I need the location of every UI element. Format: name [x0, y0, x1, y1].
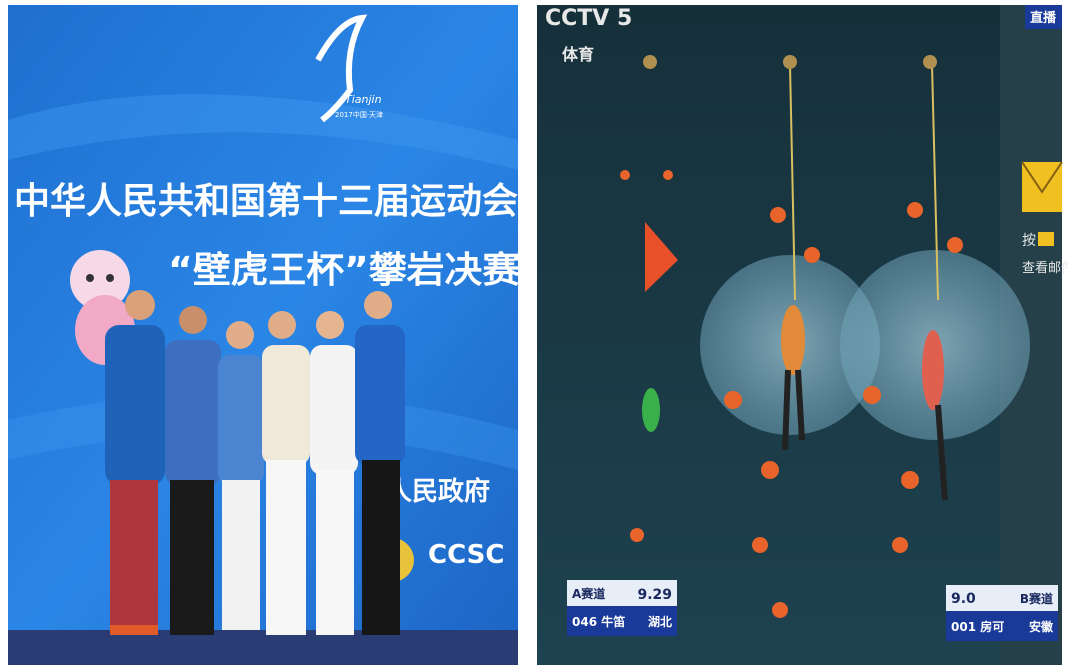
hold	[642, 388, 660, 432]
logo-year: 2017中国·天津	[335, 110, 383, 119]
mail-icon-flap	[1021, 161, 1063, 194]
brand-logo: CCSC	[428, 540, 504, 570]
scoreboard-a: A赛道 9.29 046 牛笛 湖北	[567, 580, 677, 636]
banner-title: 中华人民共和国第十三届运动会	[14, 181, 518, 222]
lane-label: A赛道	[572, 586, 605, 601]
athlete-label: 046 牛笛	[572, 614, 625, 629]
mail-hint: 查看邮件	[1022, 260, 1068, 276]
holds	[620, 170, 963, 618]
stage-floor	[8, 630, 518, 665]
time-label: 9.0	[951, 591, 976, 607]
hold	[645, 222, 678, 292]
mail-key: 按	[1022, 233, 1036, 249]
person	[105, 290, 165, 635]
left-photo: Tianjin 2017中国·天津 中华人民共和国第十三届运动会 “壁虎王杯”攀…	[8, 5, 521, 665]
person	[218, 321, 264, 630]
live-label: 直播	[1030, 10, 1057, 26]
time-label: 9.29	[637, 587, 672, 603]
person	[310, 311, 358, 635]
athlete-label: 001 房可	[951, 619, 1004, 634]
score-row	[946, 585, 1058, 611]
person	[262, 311, 310, 635]
score-row	[567, 580, 677, 606]
anchor	[783, 55, 797, 69]
anchor	[643, 55, 657, 69]
banner-subtitle: “壁虎王杯”攀岩决赛	[168, 250, 521, 291]
live-badge	[1025, 5, 1062, 29]
scoreboard-b: 9.0 B赛道 001 房可 安徽	[946, 585, 1058, 641]
channel-sub: 体育	[562, 45, 594, 64]
person	[165, 306, 221, 635]
climber	[922, 330, 948, 501]
province-label: 湖北	[648, 614, 672, 629]
climber	[781, 305, 805, 451]
people	[105, 290, 405, 635]
logo-text: Tianjin	[345, 93, 382, 106]
lane-label: B赛道	[1020, 591, 1053, 606]
person	[355, 291, 405, 635]
games-logo	[315, 14, 368, 123]
rope	[931, 64, 939, 301]
key-icon	[1038, 232, 1054, 246]
anchor	[923, 55, 937, 69]
province-label: 安徽	[1029, 619, 1054, 634]
score-row	[946, 611, 1058, 641]
right-photo: CCTV 5 体育 直播 按 查看邮件 A赛道 9.29 046 牛笛 湖北 9…	[537, 5, 1068, 665]
rope	[789, 64, 796, 301]
channel-logo: CCTV 5	[545, 6, 632, 31]
score-row	[567, 606, 677, 636]
banner-wave	[8, 94, 518, 170]
